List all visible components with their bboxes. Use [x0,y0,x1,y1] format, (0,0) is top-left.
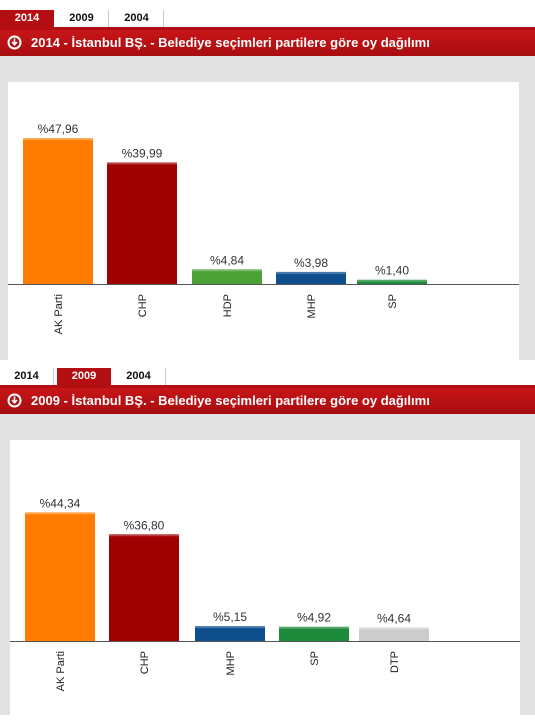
data-label: %1,40 [375,264,409,278]
category-label: AK Parti [55,651,67,691]
category-label: CHP [139,651,151,674]
data-label: %47,96 [38,122,79,136]
data-label: %36,80 [124,518,165,532]
chart-panel-2009: 2014 2009 2004 2009 - İstanbul BŞ. - Bel… [0,360,535,715]
bar[interactable] [279,626,349,641]
data-label: %44,34 [40,496,81,510]
bar-highlight [357,279,427,282]
data-label: %39,99 [122,146,163,160]
category-label: HDP [222,294,234,317]
category-label: SP [387,294,399,309]
tab-2004[interactable]: 2004 [110,10,164,27]
chart-panel-2014: 2014 2009 2004 2014 - İstanbul BŞ. - Bel… [0,10,535,360]
chart-title-bar: 2014 - İstanbul BŞ. - Belediye seçimleri… [0,30,535,56]
bar[interactable] [25,512,95,641]
bar-highlight [25,512,95,515]
category-label: SP [309,651,321,666]
data-label: %3,98 [294,256,328,270]
tab-2009[interactable]: 2009 [57,368,111,385]
chart-title: 2009 - İstanbul BŞ. - Belediye seçimleri… [31,393,430,408]
bar-highlight [109,534,179,537]
tab-2014[interactable]: 2014 [0,368,54,385]
chart-area: %47,96 AK Parti %39,99 CHP %4,84 HDP %3,98 MHP%… [8,82,519,360]
bar[interactable] [276,271,346,284]
category-label: AK Parti [53,294,65,334]
chart-area: %44,34 AK Parti %36,80 CHP %5,15 MHP %4,92 SP %4… [10,440,520,715]
chart-background: %47,96 AK Parti %39,99 CHP %4,84 HDP %3,98 MHP%… [0,56,535,360]
chart-background: %44,34 AK Parti %36,80 CHP %5,15 MHP %4,92 SP %4… [0,414,535,715]
bar-chart-2014: %47,96 AK Parti %39,99 CHP %4,84 HDP %3,98 MHP%… [8,122,519,334]
data-label: %4,84 [210,253,244,267]
bar-highlight [279,626,349,629]
data-label: %5,15 [213,610,247,624]
bar[interactable] [357,279,427,284]
tab-2004[interactable]: 2004 [112,368,166,385]
download-icon[interactable] [7,35,22,50]
bar-highlight [107,162,177,165]
bar[interactable] [23,138,93,284]
bar-highlight [276,271,346,274]
bar-highlight [192,269,262,272]
chart-title: 2014 - İstanbul BŞ. - Belediye seçimleri… [31,35,430,50]
bar[interactable] [359,627,429,641]
bar-highlight [359,627,429,630]
category-label: CHP [137,294,149,317]
bar-highlight [23,138,93,141]
year-tabs: 2014 2009 2004 [0,368,535,388]
category-label: MHP [306,294,318,318]
data-label: %4,64 [377,612,411,626]
category-label: MHP [225,651,237,675]
bar-highlight [195,626,265,629]
chart-title-bar: 2009 - İstanbul BŞ. - Belediye seçimleri… [0,388,535,414]
bar-chart-2009: %44,34 AK Parti %36,80 CHP %5,15 MHP %4,92 SP %4… [10,496,520,691]
download-icon[interactable] [7,393,22,408]
tab-2014[interactable]: 2014 [0,10,54,27]
year-tabs: 2014 2009 2004 [0,10,535,30]
bar[interactable] [192,269,262,284]
tab-2009[interactable]: 2009 [55,10,109,27]
bar[interactable] [109,534,179,641]
data-label: %4,92 [297,611,331,625]
category-label: DTP [389,651,401,673]
bar[interactable] [195,626,265,641]
bar[interactable] [107,162,177,284]
